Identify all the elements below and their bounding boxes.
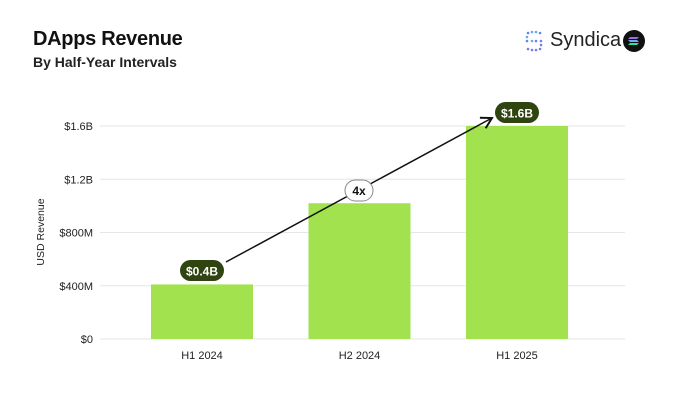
data-label: $0.4B [186, 265, 218, 279]
y-axis-label: USD Revenue [35, 198, 47, 265]
data-label-badge [495, 102, 539, 123]
x-tick-label: H2 2024 [339, 350, 381, 362]
y-tick-label: $800M [59, 228, 93, 240]
bar-h2-2024 [308, 203, 411, 339]
bar-h1-2024 [151, 284, 253, 339]
x-tick-label: H1 2024 [181, 350, 223, 362]
syndica-logo-icon [525, 30, 543, 51]
y-tick-label: $1.2B [64, 174, 93, 186]
chart-title: DApps Revenue [33, 28, 183, 50]
brand-name: Syndica [550, 29, 622, 51]
data-label-badge [180, 260, 224, 281]
chart-subtitle: By Half-Year Intervals [33, 54, 177, 70]
x-tick-label: H1 2025 [496, 350, 538, 362]
brand-logo: Syndica [524, 29, 621, 52]
bar-h1-2025 [466, 126, 568, 339]
growth-badge [344, 179, 374, 202]
y-tick-label: $400M [59, 281, 93, 293]
y-tick-label: $0 [81, 334, 93, 346]
growth-badge-text: 4x [352, 184, 366, 198]
y-tick-label: $1.6B [64, 121, 93, 133]
solana-icon [623, 30, 645, 52]
data-label: $1.6B [501, 107, 533, 121]
